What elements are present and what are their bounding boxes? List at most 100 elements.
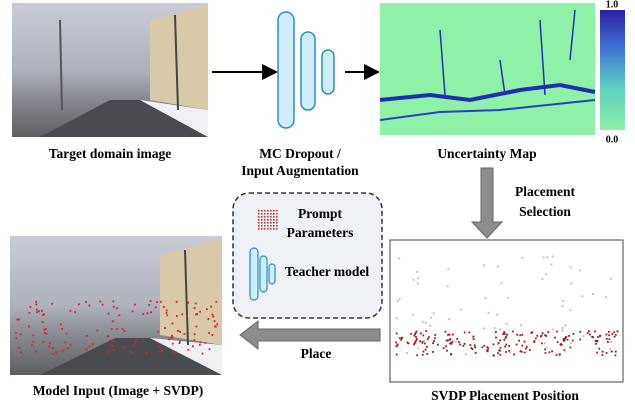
dot	[113, 349, 115, 351]
dot	[595, 340, 597, 342]
dot	[209, 348, 211, 350]
dot	[161, 350, 163, 352]
dot	[495, 337, 497, 339]
dot	[459, 344, 461, 346]
dot	[460, 309, 462, 311]
dot	[496, 314, 498, 316]
dot	[599, 335, 601, 337]
dot	[164, 327, 166, 329]
dot	[399, 298, 401, 300]
dot	[425, 349, 427, 351]
dot	[258, 225, 260, 227]
dot	[30, 306, 32, 308]
dot	[398, 258, 400, 260]
dot	[267, 213, 269, 215]
dot	[46, 333, 48, 335]
dot	[518, 340, 520, 342]
dot	[195, 303, 197, 305]
dot	[261, 225, 263, 227]
dot	[598, 348, 600, 350]
dot	[264, 228, 266, 230]
method-line: Input Augmentation	[241, 163, 359, 178]
dot	[212, 316, 214, 318]
dot	[570, 310, 572, 312]
dot	[396, 354, 398, 356]
dot	[418, 277, 420, 279]
dot	[210, 306, 212, 308]
dot	[20, 334, 22, 336]
dot	[494, 327, 496, 329]
dot	[483, 328, 485, 330]
dot	[579, 339, 581, 341]
dot	[562, 327, 564, 329]
dot	[18, 347, 20, 349]
dot	[267, 216, 269, 218]
dot	[519, 334, 521, 336]
dot	[147, 312, 149, 314]
dot	[158, 346, 160, 348]
dot	[450, 353, 452, 355]
dot	[44, 332, 46, 334]
dot	[450, 338, 452, 340]
dot	[270, 216, 272, 218]
dot	[99, 301, 101, 303]
dot	[273, 222, 275, 224]
dot	[85, 348, 87, 350]
dot	[502, 333, 504, 335]
dot	[597, 336, 599, 338]
dot	[554, 337, 556, 339]
dot	[567, 339, 569, 341]
dot	[499, 354, 501, 356]
dot	[547, 331, 549, 333]
dot	[415, 336, 417, 338]
dot	[449, 334, 451, 336]
step-label: Place	[301, 346, 332, 361]
dot	[504, 346, 506, 348]
dot	[447, 286, 449, 288]
dot	[261, 228, 263, 230]
dot	[267, 222, 269, 224]
dot	[506, 323, 508, 325]
dot	[579, 331, 581, 333]
dot	[102, 304, 104, 306]
dot	[607, 341, 609, 343]
dot	[66, 333, 68, 335]
dot	[570, 283, 572, 285]
dot	[176, 301, 178, 303]
dot	[507, 297, 509, 299]
prompt-label: Parameters	[287, 225, 354, 240]
dot	[156, 301, 158, 303]
dot	[432, 342, 434, 344]
dot	[425, 322, 427, 324]
dot	[109, 343, 111, 345]
dot	[432, 351, 434, 353]
dot	[113, 306, 115, 308]
dot	[112, 320, 114, 322]
dot	[504, 333, 506, 335]
dot	[416, 338, 418, 340]
dot	[424, 343, 426, 345]
dot	[422, 321, 424, 323]
dot	[35, 351, 37, 353]
dot	[456, 338, 458, 340]
dot	[526, 346, 528, 348]
dot	[264, 213, 266, 215]
dot	[423, 340, 425, 342]
dot	[175, 351, 177, 353]
dot	[513, 354, 515, 356]
dot	[500, 347, 502, 349]
dot	[437, 344, 439, 346]
dot	[85, 301, 87, 303]
dot	[258, 228, 260, 230]
dot	[614, 336, 616, 338]
dot	[181, 313, 183, 315]
dot	[20, 352, 22, 354]
dot	[485, 297, 487, 299]
dot	[605, 296, 607, 298]
dot	[508, 350, 510, 352]
dot	[417, 348, 419, 350]
dot	[28, 326, 30, 328]
dot	[419, 340, 421, 342]
dot	[396, 317, 398, 319]
dot	[33, 341, 35, 343]
